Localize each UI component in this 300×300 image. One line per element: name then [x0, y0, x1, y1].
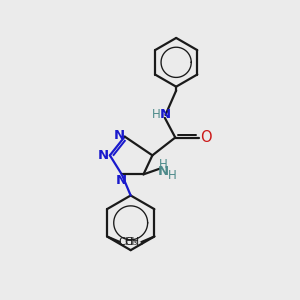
Text: H: H: [168, 169, 176, 182]
Text: H: H: [159, 158, 168, 171]
Text: N: N: [98, 149, 109, 162]
Text: O: O: [200, 130, 212, 145]
Text: CH₃: CH₃: [124, 237, 143, 247]
Text: H: H: [152, 108, 160, 122]
Text: CH₃: CH₃: [118, 237, 137, 247]
Text: N: N: [114, 129, 125, 142]
Text: N: N: [160, 108, 171, 122]
Text: N: N: [116, 174, 127, 188]
Text: N: N: [158, 165, 169, 178]
